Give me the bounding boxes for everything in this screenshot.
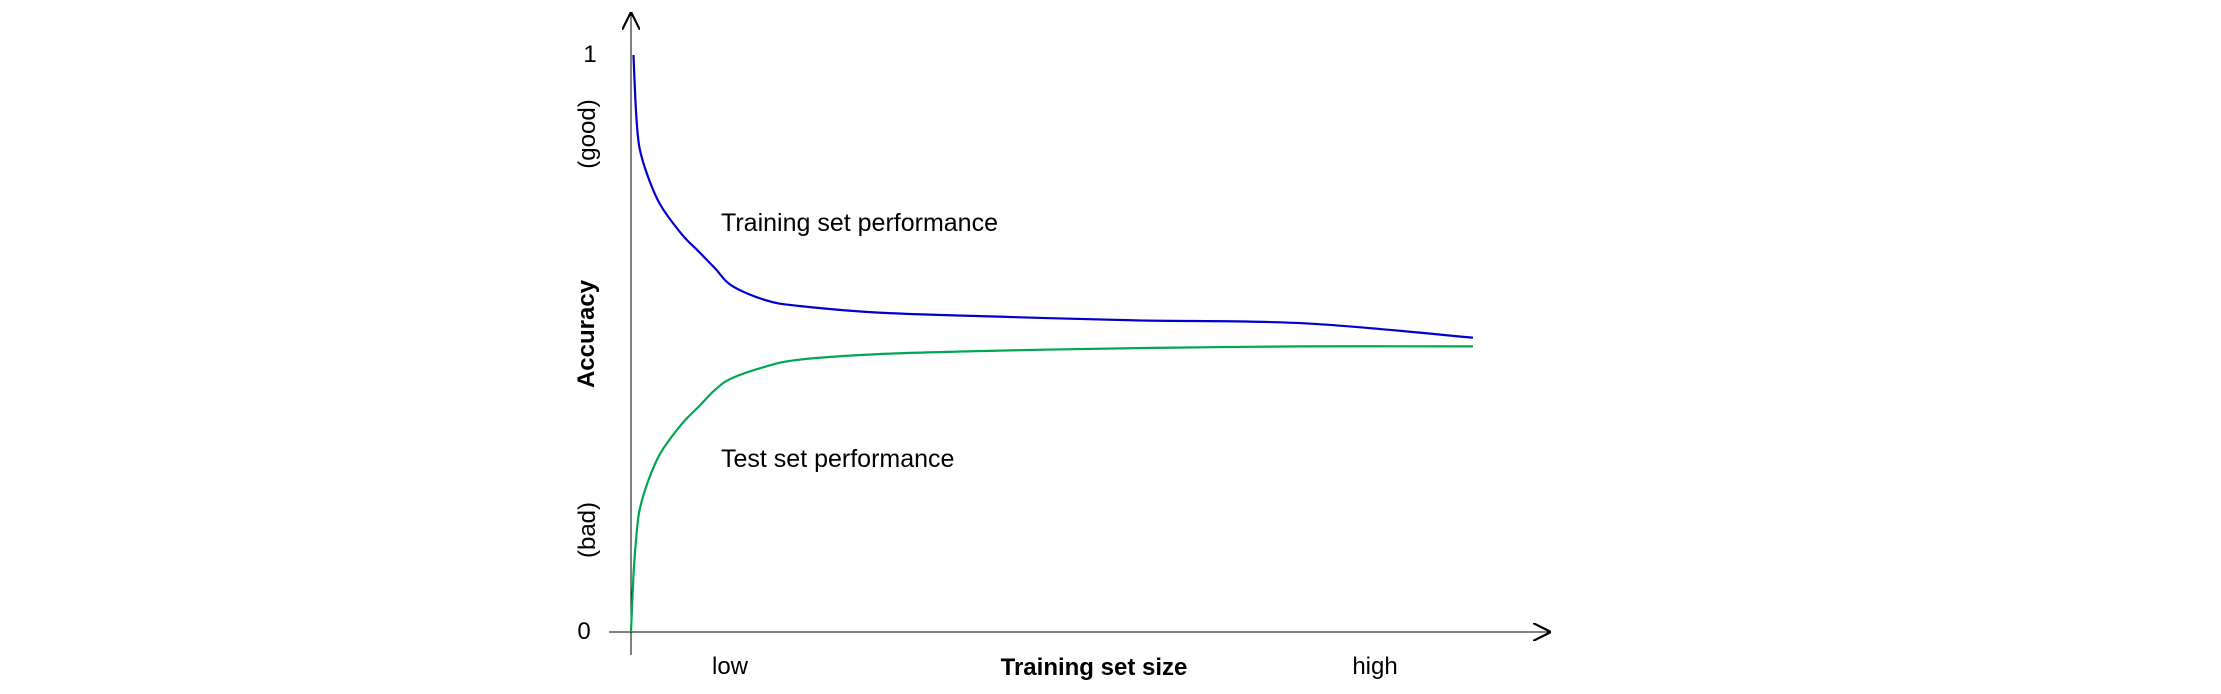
x-tick-label-low: low [712,653,749,680]
training-set-performance-label: Training set performance [721,209,998,237]
test-set-performance-line [629,345,1474,633]
y-tick-label-top: 1 [583,41,596,68]
y-tick-label-bottom: 0 [577,618,590,645]
x-tick-label-high: high [1352,653,1397,680]
test-set-performance-label: Test set performance [721,445,954,473]
training-set-performance-line [632,54,1474,339]
y-label-bad: (bad) [574,502,601,558]
x-axis-title: Training set size [1001,654,1188,681]
y-axis-title: Accuracy [573,279,600,388]
y-label-good: (good) [574,99,601,168]
